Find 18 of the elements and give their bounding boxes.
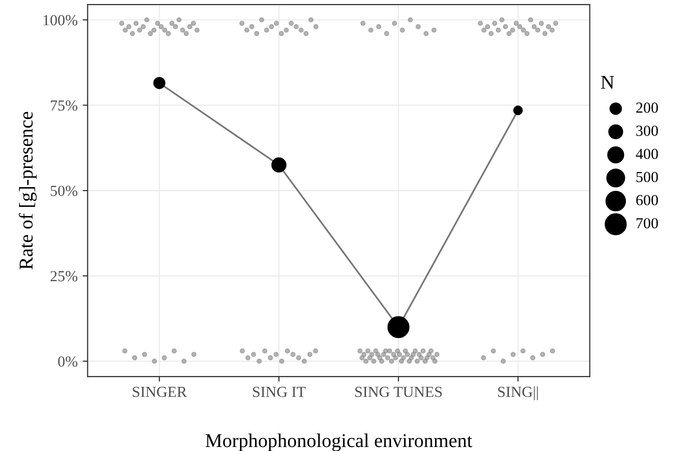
legend-label: 200 [636, 102, 658, 113]
y-tick-label: 25% [50, 271, 78, 282]
legend-label: 300 [636, 126, 658, 136]
x-axis-title: Morphophonological environment [206, 434, 472, 451]
legend-label: 700 [636, 218, 658, 228]
y-tick-label: 50% [50, 186, 78, 196]
y-tick-label: 75% [50, 100, 78, 111]
legend-label: 600 [636, 194, 658, 206]
y-tick-label: 100% [44, 15, 78, 26]
legend-label: 400 [636, 148, 658, 160]
legend-title: N [601, 76, 614, 89]
x-tick-label: SING IT [252, 386, 306, 398]
x-tick-label: SINGER [132, 386, 187, 398]
legend-label: 500 [636, 172, 658, 182]
y-axis-title: Rate of [g]-presence [18, 112, 37, 270]
y-tick-label: 0% [58, 356, 78, 367]
x-tick-label: SING TUNES [355, 386, 442, 398]
x-tick-label: SING|| [498, 386, 538, 400]
